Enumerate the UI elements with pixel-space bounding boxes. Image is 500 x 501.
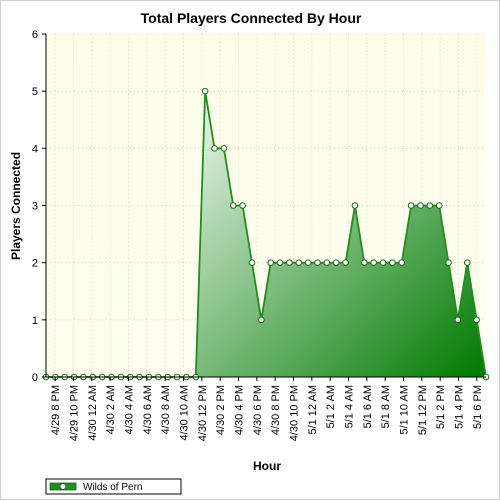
x-tick-label: 4/30 2 PM xyxy=(215,385,227,435)
data-point xyxy=(323,259,331,266)
x-tick-label: 4/30 4 PM xyxy=(234,385,246,435)
data-point xyxy=(389,259,396,266)
x-tick-label: 4/29 10 PM xyxy=(69,385,81,441)
data-point xyxy=(370,259,377,266)
x-tick-label: 4/30 8 AM xyxy=(160,385,172,435)
x-tick-label: 4/30 10 AM xyxy=(179,385,191,441)
x-tick-label: 5/1 4 AM xyxy=(344,385,356,428)
legend: Wilds of Pern xyxy=(45,478,182,495)
x-tick-label: 5/1 2 PM xyxy=(435,385,447,429)
data-point xyxy=(361,259,368,266)
data-point xyxy=(417,202,424,209)
series-area-fill xyxy=(46,91,486,378)
data-point xyxy=(342,259,349,266)
y-tick-label: 5 xyxy=(32,86,38,98)
data-point xyxy=(258,316,265,324)
data-point xyxy=(211,145,218,152)
x-tick-label: 4/29 8 PM xyxy=(50,385,62,435)
y-tick-label: 6 xyxy=(32,29,38,41)
x-tick-label: 4/30 6 AM xyxy=(142,385,154,435)
x-tick-label: 4/30 6 PM xyxy=(252,385,264,435)
data-point xyxy=(248,259,256,266)
data-point xyxy=(398,259,406,266)
x-tick-label: 5/1 4 PM xyxy=(454,385,466,429)
y-axis-ticks: 0 1 2 3 4 5 6 xyxy=(32,29,46,384)
data-point xyxy=(276,259,284,266)
x-tick-label: 5/1 10 AM xyxy=(399,385,411,435)
data-point xyxy=(304,259,312,266)
data-point xyxy=(473,316,480,324)
data-point xyxy=(351,202,359,209)
x-axis-ticks: 4/29 8 PM 4/29 10 PM 4/30 12 AM 4/30 2 AM 4/… xyxy=(50,377,484,441)
data-point xyxy=(332,259,340,266)
data-point xyxy=(426,202,434,209)
y-tick-label: 4 xyxy=(32,143,38,155)
x-tick-label: 5/1 6 PM xyxy=(472,385,484,429)
data-point xyxy=(201,87,209,95)
data-point xyxy=(314,259,321,266)
x-tick-label: 5/1 12 AM xyxy=(307,385,319,435)
y-tick-label: 2 xyxy=(32,258,38,270)
legend-label: Wilds of Pern xyxy=(83,482,142,493)
x-tick-label: 5/1 8 AM xyxy=(380,385,392,428)
x-tick-label: 4/30 12 PM xyxy=(197,385,209,441)
x-tick-label: 4/30 2 AM xyxy=(105,385,117,435)
data-point xyxy=(229,202,237,209)
data-point xyxy=(220,145,228,152)
chart-title: Total Players Connected By Hour xyxy=(141,10,362,26)
legend-marker xyxy=(59,483,67,490)
y-axis-label: Players Connected xyxy=(9,152,23,260)
x-tick-label: 4/30 8 PM xyxy=(270,385,282,435)
data-point xyxy=(454,316,462,324)
y-tick-label: 1 xyxy=(32,315,38,327)
data-point xyxy=(239,202,246,209)
x-tick-label: 5/1 6 AM xyxy=(362,385,374,428)
x-tick-label: 5/1 12 PM xyxy=(417,385,429,435)
x-axis-label: Hour xyxy=(253,459,281,473)
x-tick-label: 5/1 2 AM xyxy=(325,385,337,428)
legend-box xyxy=(45,478,182,495)
data-point xyxy=(463,259,471,266)
data-point xyxy=(267,259,274,266)
data-point xyxy=(295,259,303,266)
data-point xyxy=(379,259,387,266)
x-tick-label: 4/30 10 PM xyxy=(289,385,301,441)
data-point xyxy=(445,259,452,266)
x-tick-label: 4/30 12 AM xyxy=(87,385,99,441)
y-tick-label: 3 xyxy=(32,201,38,213)
x-tick-label: 4/30 4 AM xyxy=(124,385,136,435)
data-point xyxy=(286,259,293,266)
data-point xyxy=(435,202,443,209)
data-point xyxy=(407,202,415,209)
y-tick-label: 0 xyxy=(32,372,38,384)
